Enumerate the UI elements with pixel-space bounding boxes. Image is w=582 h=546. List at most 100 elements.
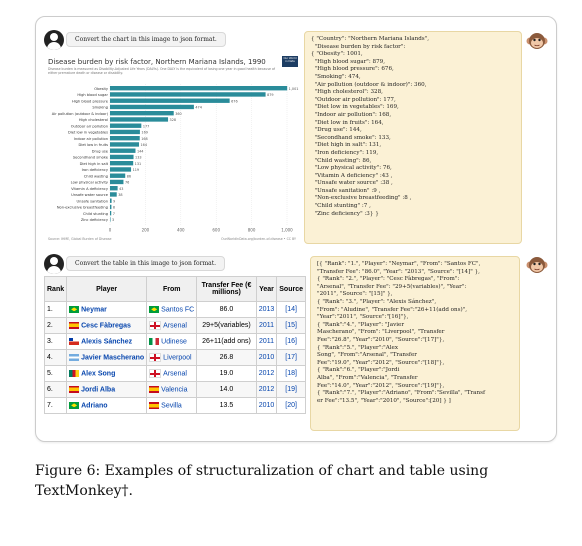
json-line: "Arsenal", "Transfer Fee": "29+5(variabl… xyxy=(317,283,467,290)
source-cell-text[interactable]: [14] xyxy=(285,306,297,313)
json-line: "High blood pressure": 676, xyxy=(311,66,394,73)
source-cell-text[interactable]: [15] xyxy=(285,322,297,329)
year-cell-text[interactable]: 2010 xyxy=(258,354,275,361)
from-cell-text[interactable]: Liverpool xyxy=(163,354,192,362)
from-cell-text[interactable]: Sevilla xyxy=(161,402,182,410)
bar xyxy=(110,117,169,122)
fee-cell: 26+11(add ons) xyxy=(196,333,257,350)
spain-flag-icon xyxy=(149,401,160,409)
chart-image: Disease burden by risk factor, Northern … xyxy=(40,50,302,244)
rank-cell-text: 7. xyxy=(47,402,53,409)
json-line: "2011", "Source": "[15]" }, xyxy=(317,291,393,298)
italy-flag-icon xyxy=(149,337,160,345)
year-cell-text[interactable]: 2011 xyxy=(258,322,274,329)
player-cell: Alexis Sánchez xyxy=(66,333,148,350)
rank-cell-text: 2. xyxy=(47,322,53,329)
table-row: 3. Alexis Sánchez Udinese 26+11(add ons) 201… xyxy=(43,333,306,350)
x-tick-label: 200 xyxy=(142,228,150,233)
from-cell-text[interactable]: Udinese xyxy=(161,338,187,346)
england-flag-icon xyxy=(149,353,162,362)
json-line: "Year":"2011", "Source":"[16]"}, xyxy=(317,314,409,321)
from-cell-text[interactable]: Valencia xyxy=(161,386,188,394)
table-row: 4. Javier Mascherano Liverpool 26.8 2010 [17] xyxy=(43,349,306,366)
json-line: Alba", "From":"Valencia", "Transfer xyxy=(317,374,418,381)
bar xyxy=(110,179,124,185)
source-cell-text[interactable]: [17] xyxy=(285,354,297,361)
year-cell-text[interactable]: 2012 xyxy=(258,370,275,377)
chart-title: Disease burden by risk factor, Northern … xyxy=(48,58,266,66)
player-cell-text[interactable]: Alexis Sánchez xyxy=(81,338,133,346)
from-cell-text[interactable]: Arsenal xyxy=(163,370,187,378)
table-row: 1. Neymar Santos FC 86.0 2013 [14] xyxy=(43,301,306,318)
year-cell-text[interactable]: 2012 xyxy=(258,386,275,393)
player-cell-text[interactable]: Cesc Fàbregas xyxy=(81,322,131,330)
json-line: "From": "Aludine", "Transfer Fee":"26+11… xyxy=(317,306,468,313)
column-header: From xyxy=(146,276,198,302)
value-label: 43 xyxy=(119,187,123,191)
bar xyxy=(110,148,136,153)
chart-subtitle: Disease burden is measured as Disability… xyxy=(48,67,276,75)
from-cell: Arsenal xyxy=(146,365,198,382)
year-cell-text[interactable]: 2011 xyxy=(258,338,274,345)
json-line: "Vitamin A deficiency" :43 , xyxy=(311,172,393,179)
from-cell: Sevilla xyxy=(146,397,198,414)
source-cell-text[interactable]: [16] xyxy=(285,338,297,345)
json-line: "Air pollution (outdoor & indoor)": 360, xyxy=(311,81,427,88)
category-label: Smoking xyxy=(92,106,108,110)
england-flag-icon xyxy=(149,369,162,378)
fee-cell-text: 86.0 xyxy=(219,306,234,313)
source-cell-text[interactable]: [18] xyxy=(285,370,297,377)
category-label: Child stunting xyxy=(83,212,108,216)
brazil-flag-icon xyxy=(69,401,80,409)
table-row: 7. Adriano Sevilla 13.5 2010 [20] xyxy=(43,397,306,414)
json-line: { "Obesity": 1001, xyxy=(311,51,363,58)
json-line: [{ "Rank": "1.", "Player": "Neymar", "Fr… xyxy=(317,261,481,267)
value-label: 328 xyxy=(170,118,176,122)
bar-chart: 0 200 400 600 800 1,000 Obesity 1,001 High blood… xyxy=(48,84,298,241)
source-cell-text[interactable]: [19] xyxy=(285,386,297,393)
fee-cell-text: 14.0 xyxy=(219,386,234,393)
bar xyxy=(110,192,117,197)
json-line: Fee":"14.0", "Year":"2012", "Source":"[1… xyxy=(317,382,445,389)
year-cell-text[interactable]: 2010 xyxy=(258,402,275,409)
rank-cell: 5. xyxy=(43,365,68,382)
category-label: Drug use xyxy=(92,149,109,153)
json-line: "Drug use": 144, xyxy=(311,127,362,134)
value-label: 76 xyxy=(125,181,129,185)
json-line: "Disease burden by risk factor": xyxy=(311,43,406,50)
bar xyxy=(110,129,140,135)
json-line: { "Country": "Northern Mariana Islands", xyxy=(311,36,429,42)
from-cell-text[interactable]: Santos FC xyxy=(161,306,195,314)
bar xyxy=(110,198,112,203)
rank-cell-text: 5. xyxy=(47,370,53,377)
json-line: "Unsafe water source" :38 , xyxy=(311,180,393,187)
player-cell-text[interactable]: Javier Mascherano xyxy=(81,354,145,362)
bar xyxy=(110,217,111,222)
year-cell-text[interactable]: 2013 xyxy=(258,306,275,313)
table-prompt: Convert the table in this image to json … xyxy=(66,256,226,271)
json-line: "High cholesterol": 328, xyxy=(311,89,383,96)
fee-cell-text: 29+5(variables) xyxy=(202,322,251,329)
player-cell-text[interactable]: Jordi Alba xyxy=(81,386,116,394)
json-line: Song", "From":"Arsenal", "Transfer xyxy=(317,352,417,359)
player-cell-text[interactable]: Neymar xyxy=(81,306,107,314)
rank-cell: 4. xyxy=(43,349,68,366)
value-label: 133 xyxy=(135,156,141,160)
bar xyxy=(110,142,140,147)
column-header: Transfer Fee (€ millions) xyxy=(196,276,257,302)
json-line: "Unsafe sanitation" :9 , xyxy=(311,187,381,194)
player-cell: Javier Mascherano xyxy=(66,349,148,366)
value-label: 38 xyxy=(118,193,122,197)
source-cell: [19] xyxy=(276,381,306,398)
source-cell-text[interactable]: [20] xyxy=(285,402,297,409)
fee-cell: 29+5(variables) xyxy=(196,317,257,334)
fee-cell-text: 19.0 xyxy=(219,370,234,377)
category-label: Diet high in salt xyxy=(80,162,109,166)
bar xyxy=(110,204,112,210)
from-cell-text[interactable]: Arsenal xyxy=(163,322,187,330)
player-cell-text[interactable]: Adriano xyxy=(81,402,108,410)
transfer-table: Rank Player From Transfer Fee (€ millions) Y… xyxy=(43,276,306,414)
fee-cell-text: 26+11(add ons) xyxy=(202,338,251,345)
player-cell-text[interactable]: Alex Song xyxy=(81,370,116,378)
figure-caption: Figure 6: Examples of structuralization … xyxy=(35,463,489,499)
